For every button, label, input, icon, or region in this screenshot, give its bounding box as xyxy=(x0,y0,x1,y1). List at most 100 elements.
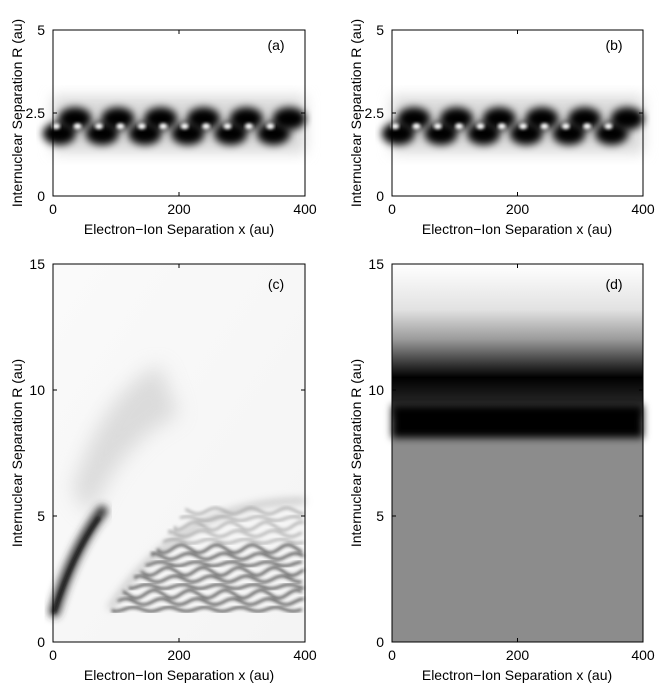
panel-d-x-axis-label: Electron−Ion Separation x (au) xyxy=(422,667,612,683)
panel-d-label: (d) xyxy=(605,276,622,292)
panel-d-y-axis-label: Internuclear Separation R (au) xyxy=(348,359,364,547)
x-tick-label: 0 xyxy=(388,647,396,663)
panel-b-heatmap xyxy=(381,96,644,153)
horizontal-fringes xyxy=(392,440,643,615)
panel-a-y-axis-label: Internuclear Separation R (au) xyxy=(9,19,25,207)
x-tick-label: 400 xyxy=(631,201,655,217)
panel-c-label: (c) xyxy=(268,276,284,292)
node-spot xyxy=(455,123,464,130)
panel-c-x-ticks: 0 200 400 xyxy=(49,264,317,663)
panel-a-x-ticks: 0 200 400 xyxy=(49,30,317,217)
fan-envelope xyxy=(107,497,306,611)
density-blob xyxy=(85,122,119,145)
y-tick-label: 2.5 xyxy=(365,105,385,121)
node-spot xyxy=(202,123,211,130)
node-spot xyxy=(583,123,592,130)
panel-b-label: (b) xyxy=(605,37,622,53)
panel-a-heatmap xyxy=(42,96,306,153)
x-tick-label: 200 xyxy=(506,647,530,663)
y-tick-label: 0 xyxy=(376,188,384,204)
node-spot xyxy=(604,123,613,130)
node-spot xyxy=(266,123,275,130)
node-spot xyxy=(52,123,61,130)
panel-a-x-axis-label: Electron−Ion Separation x (au) xyxy=(84,221,274,237)
density-blob xyxy=(467,122,501,145)
panel-d-x-ticks: 0 200 400 xyxy=(388,264,655,663)
node-spot xyxy=(116,123,125,130)
panel-c-x-axis-label: Electron−Ion Separation x (au) xyxy=(84,667,274,683)
density-blob xyxy=(42,122,76,145)
fringe-line xyxy=(162,537,304,545)
node-spot xyxy=(519,123,528,130)
fringe-line xyxy=(140,566,305,577)
fringe-line xyxy=(123,588,303,600)
panel-a: 0 200 400 02.55 (a) Electron−Ion Separatio… xyxy=(9,19,317,237)
node-spot xyxy=(180,123,189,130)
panel-d: 0 200 400 0 5 10 15 (d) Electron−Ion Separati… xyxy=(348,256,655,683)
y-tick-label: 2.5 xyxy=(26,105,46,121)
x-tick-label: 200 xyxy=(167,201,191,217)
fringe-line xyxy=(157,543,303,555)
dark-band xyxy=(392,405,643,438)
y-tick-label: 10 xyxy=(29,382,45,398)
panel-b-x-axis-label: Electron−Ion Separation x (au) xyxy=(422,221,612,237)
density-blob xyxy=(509,122,543,145)
panel-c-y-ticks: 0 5 10 15 xyxy=(29,256,305,650)
fringe-line xyxy=(145,560,303,568)
panel-b-y-axis-label: Internuclear Separation R (au) xyxy=(348,19,364,207)
node-spot xyxy=(94,123,103,130)
panel-c-heatmap xyxy=(48,364,306,618)
x-tick-label: 0 xyxy=(388,201,396,217)
x-tick-label: 200 xyxy=(506,201,530,217)
fringe-line xyxy=(111,605,303,613)
diffuse-wisp xyxy=(71,364,179,516)
density-blob xyxy=(171,122,205,145)
panel-d-y-ticks: 0 5 10 15 xyxy=(368,256,643,650)
y-tick-label: 5 xyxy=(37,22,45,38)
density-blob xyxy=(424,122,458,145)
panel-d-heatmap xyxy=(392,405,643,615)
x-tick-label: 400 xyxy=(631,647,655,663)
density-blob xyxy=(552,122,586,145)
density-blob xyxy=(256,122,291,145)
fringe-fan xyxy=(111,506,305,613)
node-spot xyxy=(244,123,253,130)
x-tick-label: 400 xyxy=(293,647,317,663)
node-spot xyxy=(73,123,82,130)
y-tick-label: 5 xyxy=(376,508,384,524)
y-tick-label: 0 xyxy=(37,188,45,204)
fringe-line xyxy=(174,520,304,532)
y-tick-label: 0 xyxy=(37,634,45,650)
x-tick-label: 0 xyxy=(49,201,57,217)
node-spot xyxy=(476,123,485,130)
density-blob xyxy=(128,122,162,145)
y-tick-label: 15 xyxy=(368,256,384,272)
panel-b: 0 200 400 02.55 (b) Electron−Ion Separatio… xyxy=(348,19,655,237)
node-spot xyxy=(137,123,146,130)
rising-streak-core xyxy=(52,517,100,614)
y-tick-label: 5 xyxy=(376,22,384,38)
panel-a-y-ticks: 02.55 xyxy=(26,22,305,204)
panel-c-y-axis-label: Internuclear Separation R (au) xyxy=(9,359,25,547)
panel-b-x-ticks: 0 200 400 xyxy=(388,30,655,217)
density-blob xyxy=(214,122,248,145)
density-blob xyxy=(381,122,415,145)
node-spot xyxy=(391,123,400,130)
x-tick-label: 0 xyxy=(49,647,57,663)
node-spot xyxy=(540,123,549,130)
x-tick-label: 200 xyxy=(167,647,191,663)
fringe-line xyxy=(151,551,305,561)
node-spot xyxy=(159,123,168,130)
y-tick-label: 10 xyxy=(368,382,384,398)
density-blob xyxy=(595,122,629,145)
fringe-line xyxy=(134,574,302,584)
y-tick-label: 5 xyxy=(37,508,45,524)
node-spot xyxy=(561,123,570,130)
fringe-line xyxy=(117,597,304,606)
panel-b-y-ticks: 02.55 xyxy=(365,22,643,204)
fringe-line xyxy=(128,583,305,590)
panel-a-label: (a) xyxy=(267,37,284,53)
node-spot xyxy=(497,123,506,130)
fringe-line xyxy=(168,529,303,538)
